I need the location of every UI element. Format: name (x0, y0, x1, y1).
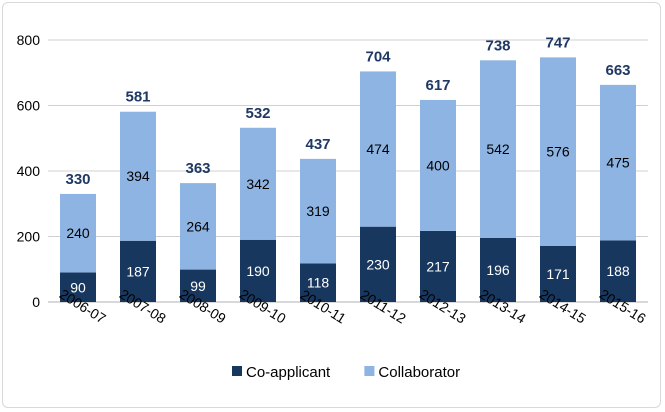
data-label-total: 617 (425, 77, 450, 94)
y-axis: 0 200 400 600 800 (17, 32, 41, 310)
bar-segment-collaborator (420, 99, 456, 231)
bar-segment-collaborator (240, 127, 276, 240)
y-tick-label: 0 (32, 294, 40, 310)
data-label-total: 747 (545, 34, 570, 51)
data-label-co-applicant: 217 (426, 258, 450, 274)
bar-segment-co-applicant (480, 237, 516, 302)
data-label-total: 437 (305, 136, 330, 153)
bar-segment-collaborator (180, 183, 216, 270)
legend: Co-applicant Collaborator (232, 364, 460, 381)
bar-segment-co-applicant (300, 263, 336, 302)
data-label-co-applicant: 188 (606, 263, 630, 279)
bar-segment-collaborator (60, 193, 96, 273)
data-label-co-applicant: 118 (307, 275, 330, 291)
data-label-collaborator: 474 (366, 141, 390, 157)
bar-segment-co-applicant (120, 240, 156, 302)
data-label-total: 581 (125, 89, 150, 106)
bar-segment-co-applicant (60, 272, 96, 302)
data-label-total: 363 (185, 160, 210, 177)
data-label-co-applicant: 187 (126, 263, 150, 279)
data-label-co-applicant: 171 (546, 266, 570, 282)
data-label-total: 738 (485, 37, 510, 54)
data-label-co-applicant: 230 (366, 256, 390, 272)
bar-segment-co-applicant (420, 230, 456, 302)
y-tick-label: 800 (17, 32, 41, 48)
y-tick-label: 200 (17, 229, 41, 245)
data-label-collaborator: 475 (606, 155, 630, 171)
data-label-collaborator: 394 (126, 168, 150, 184)
data-label-total: 704 (365, 48, 391, 65)
bar-segment-co-applicant (540, 245, 576, 302)
data-label-collaborator: 240 (66, 225, 90, 241)
legend-swatch-collaborator (364, 366, 375, 376)
bar-segment-collaborator (120, 111, 156, 241)
legend-label-collaborator: Collaborator (378, 364, 460, 381)
bar-segment-co-applicant (360, 226, 396, 302)
bar-segment-collaborator (600, 84, 636, 241)
data-label-co-applicant: 99 (190, 278, 206, 294)
data-label-collaborator: 400 (426, 157, 450, 173)
bar-segment-collaborator (300, 158, 336, 264)
data-labels: 90 240 330 187 394 581 99 264 363 190 342 532 118 319… (65, 34, 630, 295)
data-label-total: 532 (245, 105, 270, 122)
bar-segment-co-applicant (240, 239, 276, 302)
data-label-co-applicant: 196 (486, 262, 510, 278)
bar-segment-collaborator (540, 57, 576, 246)
bar-segment-collaborator (480, 60, 516, 238)
bar-segment-co-applicant (180, 269, 216, 302)
bar-segment-co-applicant (600, 240, 636, 302)
data-label-collaborator: 342 (246, 176, 270, 192)
data-label-co-applicant: 90 (70, 279, 86, 295)
legend-swatch-co-applicant (232, 366, 242, 376)
y-tick-label: 400 (17, 163, 41, 179)
y-tick-label: 600 (17, 98, 41, 114)
data-label-collaborator: 264 (186, 218, 210, 234)
data-label-total: 663 (605, 62, 630, 79)
data-label-collaborator: 319 (306, 203, 330, 219)
data-label-collaborator: 576 (546, 144, 570, 160)
data-label-collaborator: 542 (486, 141, 510, 157)
bars (60, 57, 636, 302)
data-label-co-applicant: 190 (246, 263, 270, 279)
bar-segment-collaborator (360, 71, 396, 227)
data-label-total: 330 (65, 171, 90, 188)
legend-label-co-applicant: Co-applicant (246, 364, 331, 381)
